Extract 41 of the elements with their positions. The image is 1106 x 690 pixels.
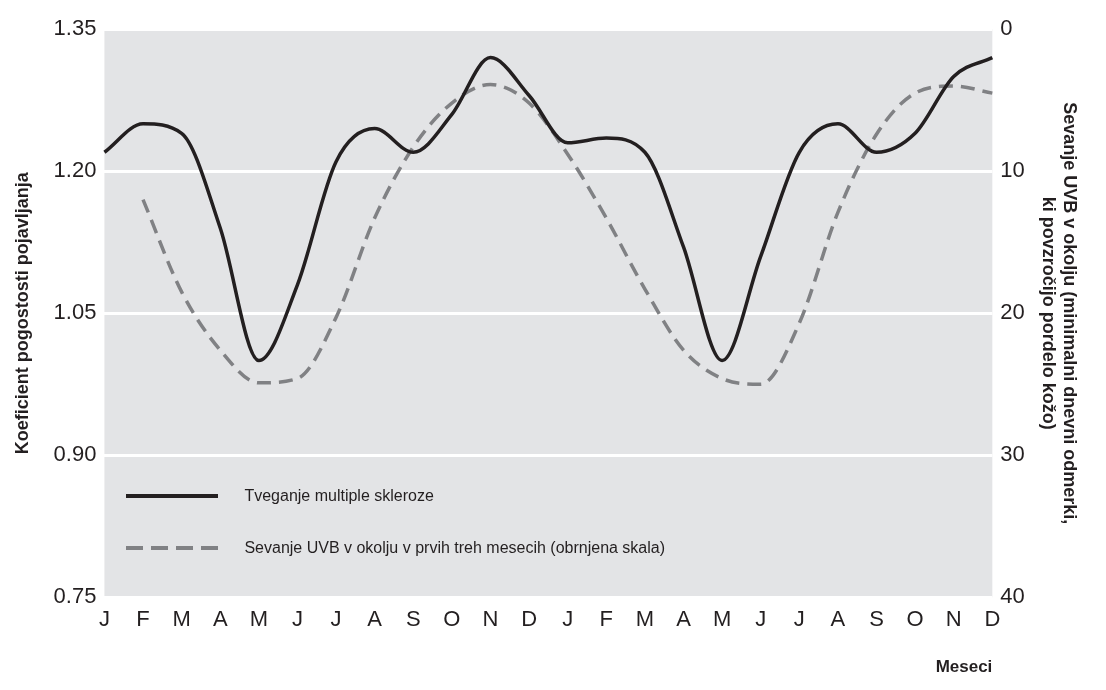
- x-tick-label: N: [482, 606, 499, 632]
- x-tick-label: F: [599, 606, 614, 632]
- x-tick-label: D: [984, 606, 1001, 632]
- y-tick-label: 0.90: [53, 441, 97, 467]
- x-tick-label: J: [562, 606, 574, 632]
- y-axis-title: Koeficient pogostosti pojavljanja: [11, 171, 32, 455]
- y2-axis-title: Sevanje UVB v okolju (minimalni dnevni odmerki, ki povzročijo pordelo kožo): [1038, 102, 1081, 525]
- legend-label: Sevanje UVB v okolju v prvih treh mesecih (obrnjena skala): [244, 539, 666, 558]
- y-tick-label: 0.75: [53, 583, 97, 609]
- y2-tick-label: 30: [1000, 441, 1025, 467]
- x-tick-label: M: [172, 606, 191, 632]
- y2-tick-label: 10: [1000, 157, 1025, 183]
- legend-label: Tveganje multiple skleroze: [244, 487, 434, 506]
- x-tick-label: J: [291, 606, 303, 632]
- x-tick-label: M: [249, 606, 268, 632]
- x-tick-label: O: [443, 606, 461, 632]
- x-tick-label: A: [676, 606, 692, 632]
- y2-tick-label: 0: [1000, 15, 1013, 41]
- x-tick-label: S: [405, 606, 421, 632]
- line-series: [102, 55, 995, 363]
- x-tick-label: J: [793, 606, 805, 632]
- x-tick-label: A: [367, 606, 383, 632]
- x-tick-label: O: [906, 606, 924, 632]
- x-tick-label: A: [830, 606, 846, 632]
- x-tick-label: N: [945, 606, 962, 632]
- y-tick-label: 1.05: [53, 299, 97, 325]
- x-tick-label: M: [712, 606, 732, 632]
- x-tick-label: S: [869, 606, 884, 632]
- x-tick-label: J: [98, 606, 110, 632]
- x-axis-title: Meseci: [935, 657, 993, 677]
- x-tick-label: J: [755, 606, 767, 632]
- x-tick-label: J: [330, 606, 342, 632]
- x-tick-label: M: [635, 606, 655, 632]
- x-tick-label: A: [212, 606, 228, 632]
- y-tick-label: 1.20: [53, 157, 97, 183]
- x-tick-label: D: [521, 606, 538, 632]
- y-tick-label: 1.35: [53, 15, 97, 41]
- y2-tick-label: 40: [1000, 583, 1025, 609]
- line-series: [141, 82, 995, 386]
- x-tick-label: F: [136, 606, 150, 632]
- y2-tick-label: 20: [1000, 299, 1025, 325]
